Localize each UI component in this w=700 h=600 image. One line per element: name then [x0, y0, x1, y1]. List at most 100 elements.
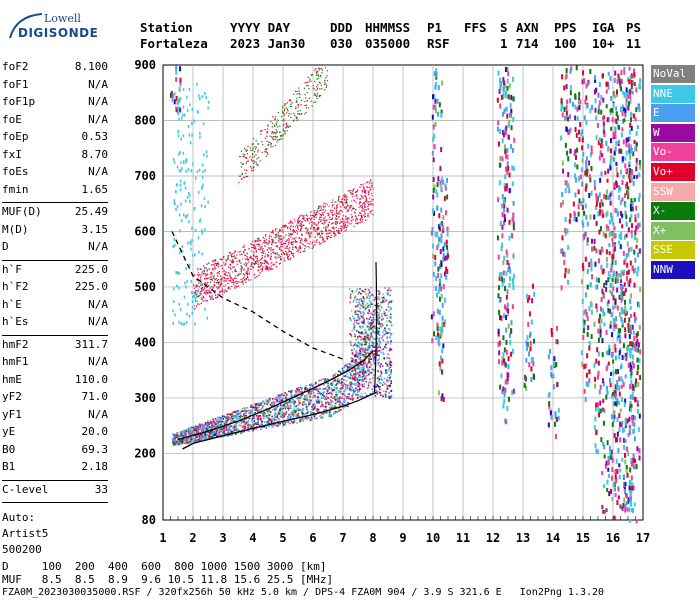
echo-point — [226, 415, 228, 418]
echo-point — [362, 367, 364, 369]
echo-point — [265, 399, 267, 401]
echo-point — [194, 297, 197, 299]
echo-point — [301, 234, 303, 236]
echo-point — [285, 413, 287, 415]
echo-point — [338, 399, 341, 402]
echo-point — [300, 104, 302, 106]
echo-point — [371, 320, 373, 322]
echo-point — [302, 412, 304, 415]
echo-point — [298, 113, 300, 115]
echo-point — [377, 305, 380, 307]
echo-point — [223, 276, 225, 279]
echo-point — [325, 408, 327, 411]
echo-point — [275, 245, 278, 247]
echo-point — [284, 105, 286, 107]
echo-point — [308, 231, 310, 234]
echo-point — [431, 227, 434, 233]
echo-point — [265, 155, 267, 158]
echo-point — [365, 206, 367, 208]
echo-point — [351, 190, 353, 192]
echo-point — [268, 425, 270, 427]
echo-point — [176, 432, 179, 435]
echo-point — [235, 286, 238, 288]
echo-point — [333, 389, 336, 391]
echo-point — [249, 166, 252, 168]
echo-point — [262, 412, 264, 415]
echo-point — [310, 221, 312, 223]
echo-point — [300, 233, 303, 236]
echo-point — [369, 183, 371, 185]
echo-point — [361, 366, 363, 369]
echo-point — [374, 328, 377, 330]
echo-point — [334, 372, 337, 375]
param-key: h`F2 — [2, 280, 29, 293]
echo-point — [369, 325, 372, 327]
echo-point — [344, 208, 346, 210]
echo-point — [231, 262, 233, 264]
echo-point — [207, 422, 209, 424]
echo-point — [228, 286, 230, 288]
echo-point — [378, 381, 380, 384]
echo-point — [379, 364, 381, 367]
echo-point — [274, 397, 277, 400]
echo-point — [237, 281, 239, 283]
echo-point — [433, 71, 436, 77]
param-value: N/A — [88, 165, 108, 178]
echo-point — [175, 69, 178, 75]
echo-point — [210, 431, 212, 433]
echo-point — [252, 266, 255, 269]
echo-point — [369, 361, 371, 364]
echo-point — [195, 289, 197, 292]
echo-point — [266, 242, 268, 245]
echo-point — [235, 423, 238, 425]
param-key: yF2 — [2, 390, 22, 403]
echo-point — [264, 242, 266, 244]
echo-point — [299, 222, 302, 225]
echo-point — [290, 105, 292, 108]
echo-point — [222, 271, 224, 273]
echo-point — [389, 360, 391, 363]
echo-point — [438, 213, 441, 219]
echo-point — [207, 425, 210, 427]
echo-point — [290, 225, 292, 227]
echo-point — [271, 126, 273, 128]
echo-point — [354, 296, 356, 299]
echo-point — [243, 176, 245, 179]
echo-point — [233, 277, 236, 280]
echo-point — [358, 214, 360, 217]
echo-point — [370, 344, 373, 346]
echo-point — [357, 322, 359, 325]
echo-point — [235, 257, 237, 259]
echo-point — [324, 220, 326, 222]
echo-point — [240, 265, 242, 267]
echo-point — [434, 286, 437, 292]
echo-point — [270, 146, 272, 148]
echo-point — [370, 178, 372, 181]
echo-point — [440, 293, 443, 299]
echo-point — [279, 125, 281, 127]
echo-point — [173, 438, 176, 440]
echo-point — [309, 401, 312, 404]
echo-point — [315, 399, 317, 402]
echo-point — [213, 283, 215, 286]
echo-point — [242, 258, 244, 260]
echo-point — [385, 320, 388, 323]
echo-point — [363, 374, 365, 376]
echo-point — [193, 284, 195, 286]
echo-point — [199, 292, 201, 294]
echo-point — [233, 427, 236, 429]
echo-point — [297, 249, 299, 251]
echo-point — [211, 279, 214, 282]
echo-point — [296, 229, 298, 232]
echo-point — [286, 253, 288, 256]
echo-point — [384, 393, 387, 396]
echo-point — [301, 223, 303, 226]
echo-point — [236, 280, 238, 283]
echo-point — [373, 362, 375, 364]
auto-text: 500200 — [2, 543, 42, 556]
echo-point — [307, 417, 310, 420]
echo-point — [286, 130, 288, 132]
echo-point — [265, 148, 267, 150]
echo-point — [284, 397, 287, 399]
echo-point — [304, 94, 306, 96]
